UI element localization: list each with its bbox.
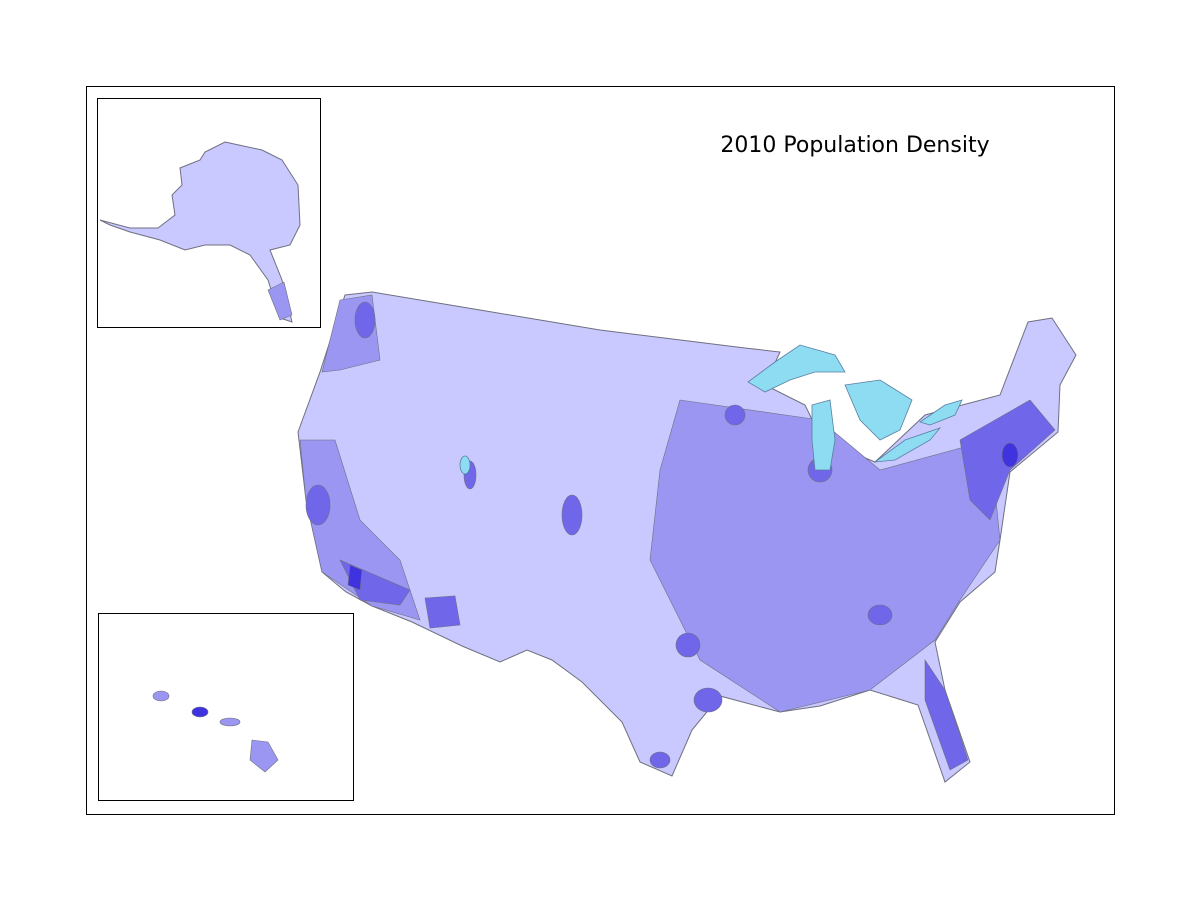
alaska-map xyxy=(99,141,301,323)
kauai xyxy=(152,690,170,702)
hawaii-inset-frame xyxy=(98,613,354,801)
california-region xyxy=(299,439,421,621)
lake-michigan xyxy=(811,399,836,471)
lake-ontario xyxy=(919,399,963,426)
minneapolis-area xyxy=(724,404,746,426)
florida-region xyxy=(924,659,969,771)
map-title: 2010 Population Density xyxy=(720,133,989,158)
oahu xyxy=(191,706,209,718)
bay-area xyxy=(305,484,331,526)
los-angeles xyxy=(347,564,363,591)
new-york-area xyxy=(1001,442,1019,468)
lake-huron xyxy=(844,379,913,441)
big-island xyxy=(249,739,279,773)
alaska-region xyxy=(267,281,293,321)
dallas-area xyxy=(675,632,701,658)
alaska-inset-frame xyxy=(97,98,321,328)
denver-area xyxy=(561,494,583,536)
hawaii-map xyxy=(152,690,279,773)
alaska xyxy=(99,141,301,323)
lake-erie xyxy=(873,427,942,463)
south-texas xyxy=(649,751,671,769)
phoenix-area xyxy=(424,595,461,629)
map-frame xyxy=(86,86,1115,815)
houston-area xyxy=(693,687,723,713)
atlanta-area xyxy=(867,604,893,626)
great-salt-lake xyxy=(459,455,471,475)
eastern-region xyxy=(649,399,1001,713)
seattle-area xyxy=(354,301,376,339)
contiguous-us-map xyxy=(297,291,1077,783)
maui-county xyxy=(219,717,241,727)
lake-superior xyxy=(747,344,846,393)
